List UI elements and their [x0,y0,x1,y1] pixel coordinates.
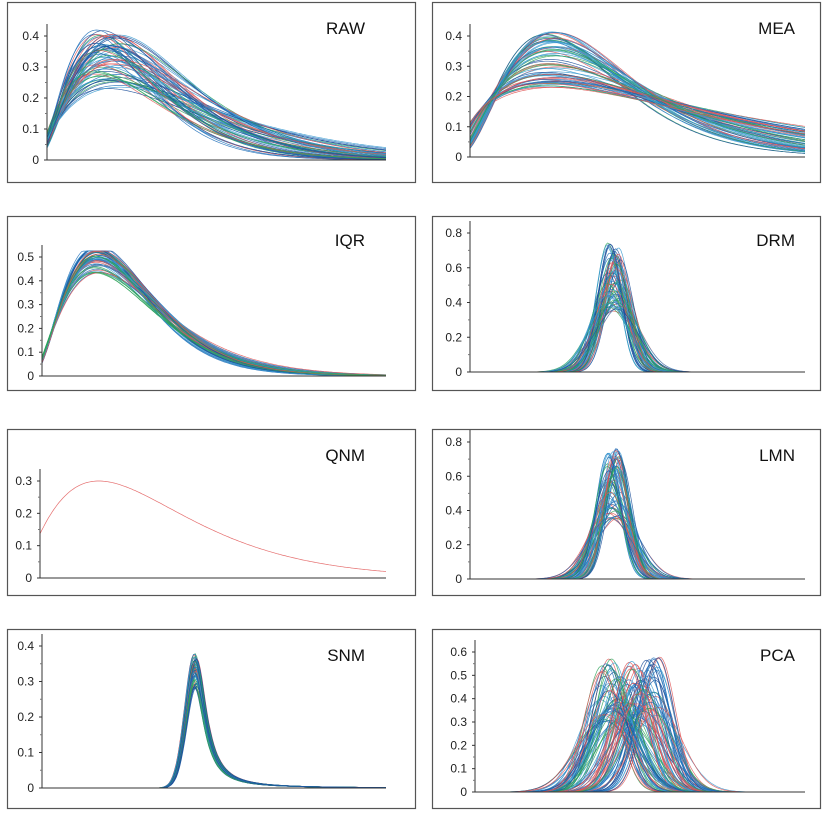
panel-drm: 0 0.2 0.4 0.6 0.8 DRM [431,215,822,392]
density-curve [41,271,386,376]
density-curve [469,40,806,150]
panel-iqr: 0 0.1 0.2 0.3 0.4 0.5 IQR [6,215,417,392]
y-tick-label: 0 [455,150,462,164]
panel-title: RAW [326,19,365,38]
y-tick-label: 0.3 [450,715,467,729]
y-tick-label: 0.2 [445,330,462,344]
y-tick-label: 0.4 [17,274,34,288]
y-tick-label: 0 [25,571,32,585]
y-tick-label: 0.2 [450,738,467,752]
density-curve [469,77,806,132]
density-curve [46,86,387,148]
y-tick-label: 0.8 [445,226,462,240]
y-tick-label: 0.2 [17,321,34,335]
y-tick-label: 0 [27,369,34,383]
y-tick-label: 0.4 [450,692,467,706]
panel-qnm: 0 0.1 0.2 0.3 QNM [6,428,417,597]
y-tick-label: 0.1 [15,539,32,553]
y-tick-label: 0.4 [445,504,462,518]
y-tick-label: 0 [32,153,39,167]
density-curve [46,34,387,157]
y-tick-label: 0.2 [445,90,462,104]
panel-frame [6,428,417,597]
density-curve [469,31,806,153]
y-tick-label: 0.1 [17,746,34,760]
y-tick-label: 0.1 [17,345,34,359]
density-curve [46,49,386,160]
panel-snm: 0 0.1 0.2 0.3 0.4 SNM [6,628,417,810]
y-tick-label: 0.4 [17,639,34,653]
density-curve [46,74,387,157]
panel-title: DRM [756,231,795,250]
curves [41,250,387,377]
panel-title: SNM [327,646,365,665]
panel-title: MEA [758,19,796,38]
curves [42,653,387,789]
y-tick-label: 0 [455,365,462,379]
y-tick-label: 0 [27,781,34,795]
y-tick-label: 0.3 [17,298,34,312]
density-curve [46,77,387,151]
density-curve [469,46,806,147]
density-curve [41,264,386,376]
density-curve [469,78,806,133]
y-tick-label: 0.1 [22,122,39,136]
curves [39,480,387,572]
density-curve [469,46,806,146]
panel-title: QNM [325,446,365,465]
y-tick-label: 0.3 [15,474,32,488]
y-tick-label: 0.3 [22,60,39,74]
panel-raw: 0 0.1 0.2 0.3 0.4 RAW [6,1,417,184]
y-tick-label: 0.2 [445,538,462,552]
panel-title: LMN [759,446,795,465]
density-curve [41,255,387,377]
y-tick-label: 0.2 [17,710,34,724]
density-curve [46,45,387,158]
density-curve [46,59,387,153]
y-tick-label: 0.6 [445,469,462,483]
panel-lmn: 0 0.2 0.4 0.6 0.8 LMN [431,428,822,597]
panel-mea: 0 0.1 0.2 0.3 0.4 MEA [431,1,822,184]
y-tick-label: 0.8 [445,435,462,449]
y-tick-label: 0.1 [450,762,467,776]
panel-frame [6,628,417,810]
density-curve [469,49,806,146]
y-tick-label: 0.6 [450,645,467,659]
density-curve [469,64,806,141]
density-curve [46,36,386,159]
density-curve [469,83,806,135]
y-tick-label: 0.4 [445,296,462,310]
y-tick-label: 0 [460,785,467,799]
density-curve [46,55,387,158]
panel-title: IQR [335,231,365,250]
curves [46,29,387,161]
density-curve [46,70,387,159]
density-curve [46,45,387,160]
density-curve [41,257,386,376]
y-tick-label: 0.4 [22,29,39,43]
y-tick-label: 0.6 [445,261,462,275]
density-curve [46,42,386,160]
density-curve [39,480,387,572]
panel-frame [6,215,417,392]
y-tick-label: 0.4 [445,29,462,43]
curves [469,31,806,154]
density-curve [469,74,806,136]
density-curve [469,81,806,130]
density-curve [46,63,387,155]
density-curve [469,72,806,141]
y-tick-label: 0.1 [445,120,462,134]
y-tick-label: 0.5 [450,668,467,682]
density-curve [469,32,806,152]
y-tick-label: 0 [455,572,462,586]
y-tick-label: 0.2 [15,506,32,520]
panel-title: PCA [760,646,796,665]
y-tick-label: 0.5 [17,250,34,264]
panel-pca: 0 0.1 0.2 0.3 0.4 0.5 0.6 PCA [431,628,822,810]
y-tick-label: 0.2 [22,91,39,105]
y-tick-label: 0.3 [445,59,462,73]
y-tick-label: 0.3 [17,675,34,689]
density-curve [46,57,386,159]
